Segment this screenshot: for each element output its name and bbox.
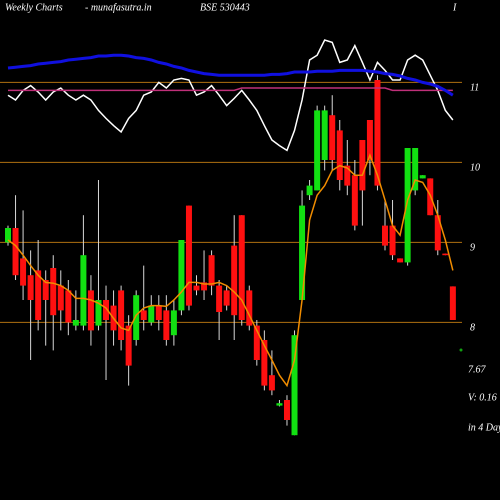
candle-body xyxy=(65,290,72,323)
candle-body xyxy=(351,175,358,226)
candle-body xyxy=(5,228,11,243)
candle-body xyxy=(103,300,110,320)
line-series xyxy=(8,87,453,92)
symbol: BSE 530443 xyxy=(200,2,250,13)
candle-body xyxy=(133,295,140,340)
candle-body xyxy=(374,80,381,186)
candle-body xyxy=(344,165,351,186)
candle-body xyxy=(397,258,404,263)
candle-body xyxy=(404,148,411,263)
candle-body xyxy=(253,325,260,360)
candle-body xyxy=(382,225,388,246)
candle-body xyxy=(50,268,57,316)
candle-body xyxy=(449,286,456,320)
candle-body xyxy=(223,290,230,306)
annotation: V: 0.16 xyxy=(468,392,497,403)
candle-body xyxy=(238,215,245,320)
candle-body xyxy=(329,115,336,160)
candle-body xyxy=(442,253,449,256)
candle-body xyxy=(155,305,162,320)
candle-body xyxy=(118,290,125,340)
candle-body xyxy=(231,245,238,316)
candle-body xyxy=(80,255,87,326)
candle-body xyxy=(208,255,215,286)
candle-body xyxy=(57,285,64,311)
candle-body xyxy=(336,130,343,180)
corner-label: I xyxy=(452,2,457,13)
candle-body xyxy=(246,290,253,326)
candle-body xyxy=(268,375,275,391)
candle-body xyxy=(12,228,19,276)
candle-body xyxy=(314,110,321,191)
candle-body xyxy=(87,290,94,331)
candle-body xyxy=(20,258,27,286)
candle-body xyxy=(201,282,208,291)
candle-body xyxy=(125,325,132,366)
line-series xyxy=(7,53,454,97)
candle-body xyxy=(170,310,177,336)
candle-body xyxy=(306,185,313,196)
candle-body xyxy=(185,205,192,306)
y-tick-label: 9 xyxy=(470,243,475,254)
candle-body xyxy=(261,340,268,386)
y-tick-label: 8 xyxy=(470,323,475,334)
line-series xyxy=(7,39,454,152)
candle-body xyxy=(27,275,34,300)
y-tick-label: 10 xyxy=(470,163,480,174)
annotation: in 4 Days xyxy=(468,422,500,433)
candle-body xyxy=(35,270,42,320)
candle-body xyxy=(72,320,79,326)
y-tick-label: 11 xyxy=(470,83,479,94)
annotation: 7.67 xyxy=(468,364,487,375)
line-series xyxy=(7,153,454,388)
candle-body xyxy=(148,305,155,323)
candle-body xyxy=(95,300,102,326)
candle-body xyxy=(366,120,373,160)
candle-body xyxy=(283,400,290,420)
chart-title: Weekly Charts xyxy=(5,2,63,13)
candle-body xyxy=(140,310,147,320)
candle-body xyxy=(299,205,306,300)
candle-body xyxy=(321,110,328,160)
candle-body xyxy=(412,148,419,191)
candle-body xyxy=(419,175,426,179)
candle-body xyxy=(434,215,441,251)
candle-body xyxy=(42,280,49,300)
source: - munafasutra.in xyxy=(85,2,152,13)
candle-body xyxy=(291,335,298,436)
candle-body xyxy=(178,240,185,311)
candle-body xyxy=(216,285,223,312)
candle-body xyxy=(359,140,366,191)
candle-body xyxy=(163,310,170,340)
candle-body xyxy=(193,285,200,291)
candle-body xyxy=(276,403,283,406)
dot xyxy=(459,348,463,352)
candle-body xyxy=(389,225,396,256)
